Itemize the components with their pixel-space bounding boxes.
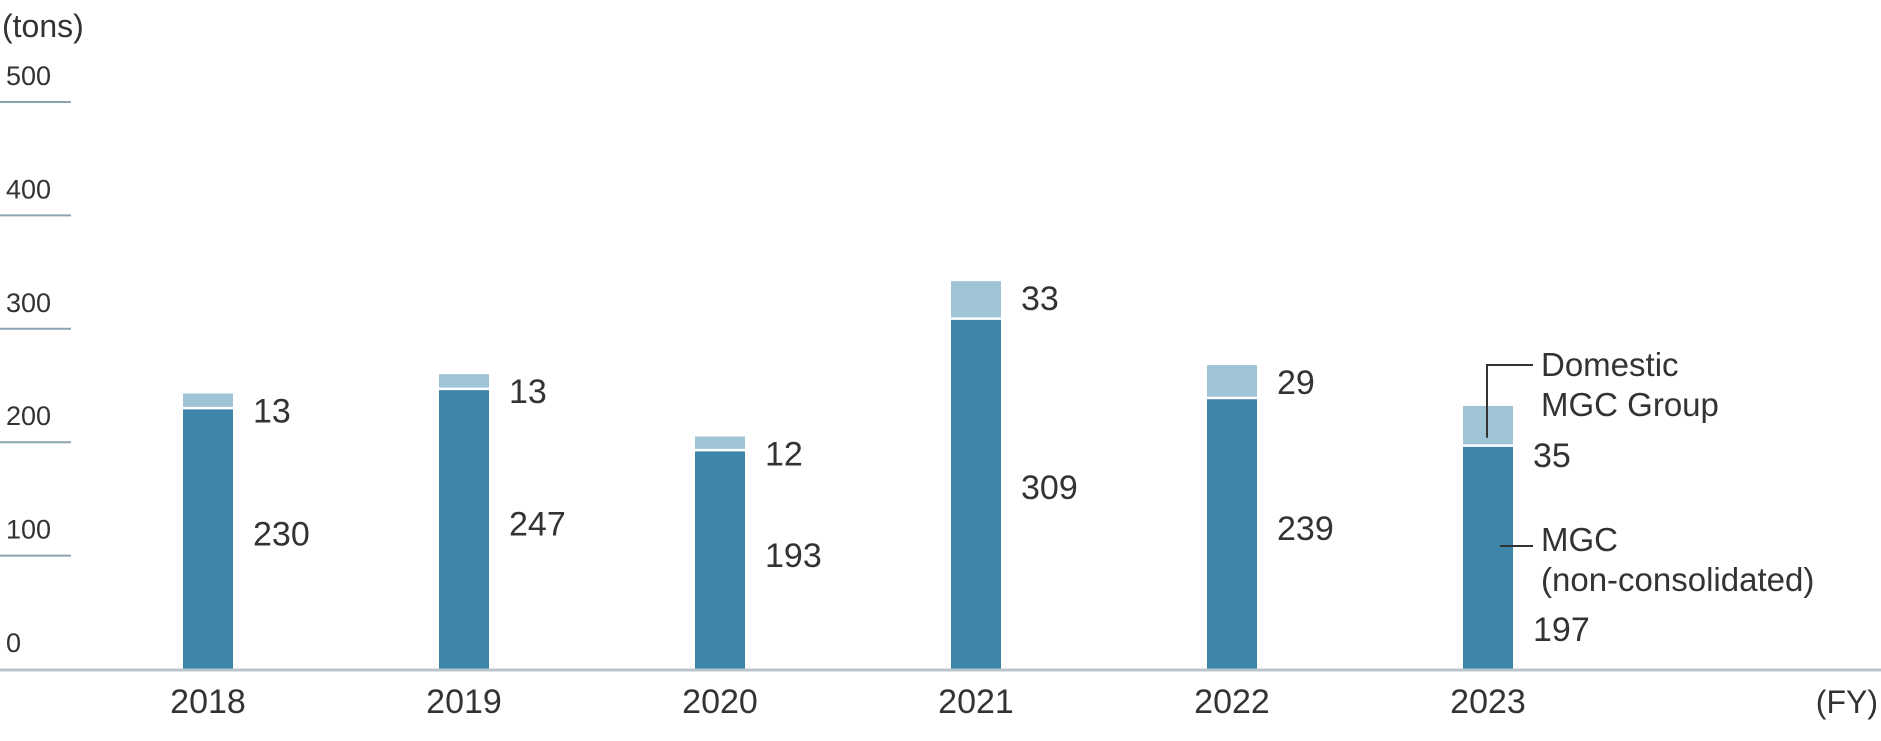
x-axis: 2018 2019 2020 2021 2022 2023	[170, 683, 1526, 721]
bars	[183, 281, 1513, 669]
x-tick-label: 2020	[682, 683, 758, 721]
data-label-mgc: 309	[1021, 469, 1078, 507]
legend-label-line: Domestic	[1541, 346, 1679, 383]
legend-label-line: MGC	[1541, 521, 1618, 558]
data-label-domestic: 29	[1277, 364, 1315, 402]
bar-segment-mgc	[183, 408, 233, 669]
x-tick-label: 2019	[426, 683, 502, 721]
legend-label-line: MGC Group	[1541, 386, 1719, 423]
bar-segment-domestic	[951, 281, 1001, 319]
y-axis-label: (tons)	[2, 8, 84, 44]
legend-label-domestic: Domestic MGC Group	[1541, 346, 1719, 423]
x-axis-label: (FY)	[1816, 684, 1878, 720]
y-axis: 0 100 200 300 400 500	[0, 61, 71, 658]
data-label-domestic: 13	[253, 392, 291, 430]
data-label-mgc: 230	[253, 515, 310, 553]
data-label-mgc: 247	[509, 505, 566, 543]
bar-segment-domestic	[1207, 365, 1257, 398]
data-label-domestic: 33	[1021, 280, 1059, 318]
y-tick-label: 0	[6, 628, 21, 658]
legend-label-line: (non-consolidated)	[1541, 561, 1814, 598]
x-tick-label: 2021	[938, 683, 1014, 721]
x-tick-label: 2022	[1194, 683, 1270, 721]
y-tick-label: 100	[6, 515, 51, 545]
bar-segment-mgc	[1207, 397, 1257, 669]
legend-callouts: Domestic MGC Group MGC (non-consolidated)	[1486, 346, 1814, 598]
bar-segment-domestic	[439, 374, 489, 389]
data-labels: 13 230 13 247 12 193 33 309 29 239 35 197	[253, 280, 1590, 649]
x-tick-label: 2023	[1450, 683, 1526, 721]
data-label-domestic: 35	[1533, 437, 1571, 475]
y-tick-label: 400	[6, 174, 51, 204]
y-tick-label: 200	[6, 401, 51, 431]
legend-leader-domestic	[1486, 364, 1533, 438]
x-tick-label: 2018	[170, 683, 246, 721]
data-label-domestic: 13	[509, 373, 547, 411]
bar-segment-mgc	[1463, 445, 1513, 669]
data-label-mgc: 193	[765, 537, 822, 575]
legend-label-mgc: MGC (non-consolidated)	[1541, 521, 1814, 598]
y-tick-label: 300	[6, 288, 51, 318]
data-label-mgc: 197	[1533, 611, 1590, 649]
data-label-mgc: 239	[1277, 510, 1334, 548]
bar-segment-mgc	[439, 388, 489, 669]
bar-segment-mgc	[695, 450, 745, 669]
y-tick-label: 500	[6, 61, 51, 91]
bar-segment-domestic	[183, 393, 233, 409]
bar-segment-mgc	[951, 318, 1001, 669]
data-label-domestic: 12	[765, 436, 803, 474]
bar-segment-domestic	[695, 436, 745, 451]
